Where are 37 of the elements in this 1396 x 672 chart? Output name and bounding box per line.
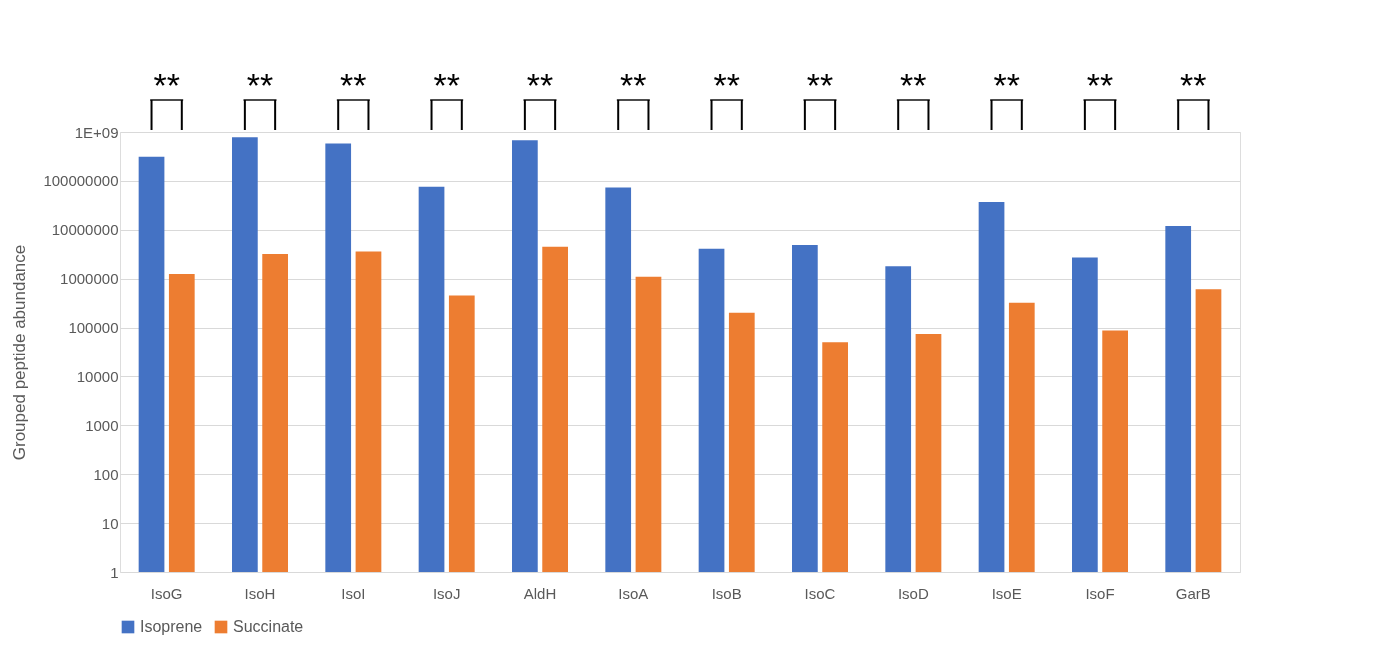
y-tick-label: 1000000 bbox=[60, 270, 119, 288]
x-tick-label: IsoH bbox=[244, 584, 276, 602]
y-tick-label: 100000 bbox=[68, 319, 119, 337]
x-tick-label: IsoB bbox=[711, 584, 742, 602]
text: ** bbox=[713, 66, 740, 104]
y-axis-title: Grouped peptide abundance bbox=[10, 244, 30, 461]
x-tick-label: IsoF bbox=[1085, 584, 1115, 602]
text: ** bbox=[1180, 66, 1207, 104]
x-tick-label: GarB bbox=[1175, 584, 1211, 602]
y-tick-label: 10000000 bbox=[51, 221, 119, 239]
y-tick-label: 10 bbox=[101, 514, 119, 532]
y-tick-label: 100 bbox=[93, 465, 119, 483]
x-tick-label: IsoD bbox=[897, 584, 929, 602]
y-tick-label: 1 bbox=[110, 563, 119, 581]
legend-label: Isoprene bbox=[140, 618, 203, 635]
text: ** bbox=[526, 66, 554, 104]
x-tick-label: IsoJ bbox=[432, 584, 461, 602]
x-tick-label: IsoI bbox=[341, 584, 366, 602]
text: ** bbox=[806, 66, 834, 104]
text: ** bbox=[433, 66, 460, 104]
text: ** bbox=[246, 66, 274, 104]
text: ** bbox=[153, 66, 180, 104]
x-tick-label: IsoG bbox=[150, 584, 183, 602]
text: ** bbox=[1086, 66, 1114, 104]
text: ** bbox=[340, 66, 367, 104]
y-tick-label: 1000 bbox=[85, 416, 119, 434]
legend-label: Succinate bbox=[233, 618, 304, 635]
x-tick-label: AldH bbox=[523, 584, 557, 602]
text: ** bbox=[993, 66, 1020, 104]
text: ** bbox=[620, 66, 647, 104]
y-tick-label: 100000000 bbox=[43, 172, 119, 190]
y-tick-label: 1E+09 bbox=[74, 123, 119, 141]
x-tick-label: IsoE bbox=[991, 584, 1022, 602]
text: ** bbox=[900, 66, 927, 104]
x-tick-label: IsoA bbox=[618, 584, 649, 602]
y-tick-label: 10000 bbox=[76, 367, 119, 385]
x-tick-label: IsoC bbox=[804, 584, 836, 602]
